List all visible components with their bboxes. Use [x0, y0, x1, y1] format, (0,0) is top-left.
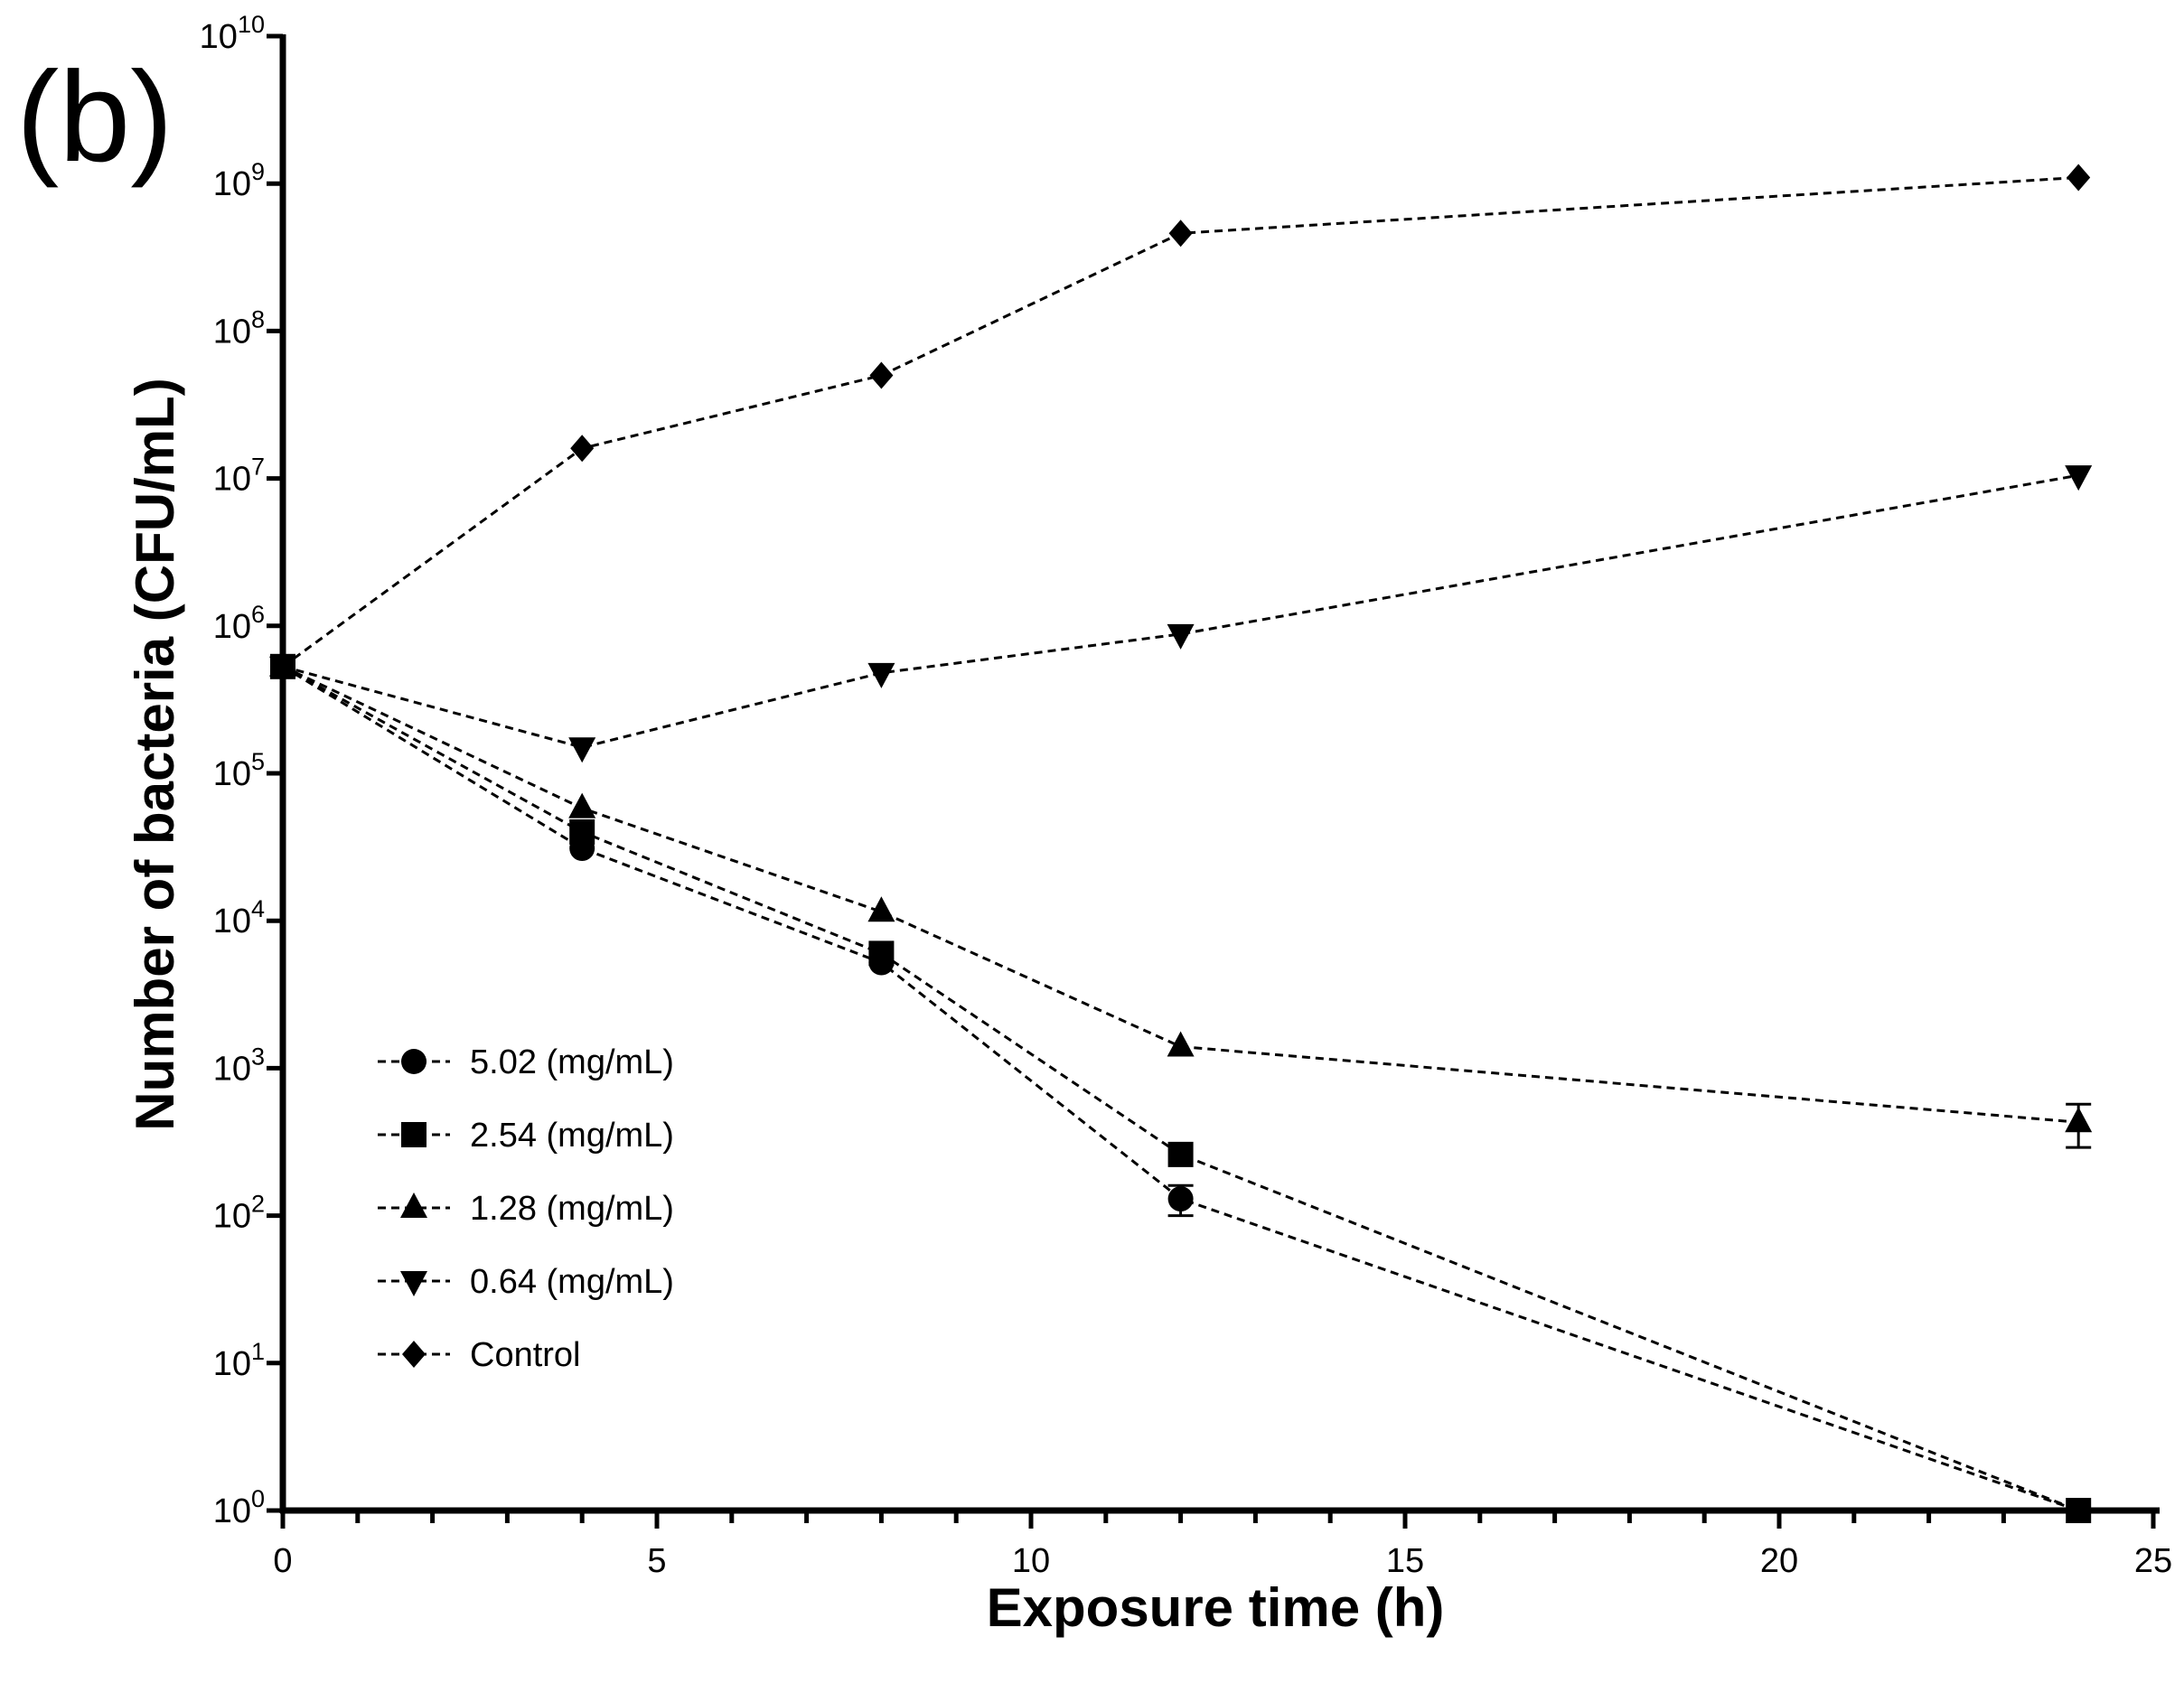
y-tick-label: 101 [213, 1338, 265, 1383]
series-group [269, 164, 2093, 1523]
y-tick-label: 1010 [200, 11, 265, 56]
legend-item: 0.64 (mg/mL) [378, 1263, 674, 1301]
legend-marker [402, 1341, 426, 1368]
legend-item: 2.54 (mg/mL) [378, 1117, 674, 1155]
data-point [1167, 1186, 1194, 1212]
legend-item: Control [378, 1336, 581, 1374]
legend-label: 5.02 (mg/mL) [470, 1043, 674, 1081]
y-tick-label: 106 [213, 601, 265, 646]
legend-marker [401, 1122, 426, 1147]
series-4 [271, 164, 2091, 680]
data-point [271, 652, 295, 680]
data-point [1168, 220, 1193, 248]
legend-marker [400, 1193, 427, 1218]
y-axis-title: Number of bacteria (CFU/mL) [125, 378, 185, 1130]
y-tick-label: 109 [213, 158, 265, 203]
x-tick-label: 20 [1760, 1542, 1798, 1580]
legend: 5.02 (mg/mL) 2.54 (mg/mL) 1.28 (mg/mL) 0.64… [378, 1043, 674, 1374]
series-line [282, 175, 2079, 669]
y-ticks: 100 101 102 103 104 105 106 107 108 109 1010 [200, 11, 283, 1530]
data-point [2066, 1498, 2092, 1523]
series-line [282, 665, 2079, 1512]
data-point [570, 435, 595, 463]
series-0 [270, 653, 2092, 1523]
legend-label: 1.28 (mg/mL) [470, 1190, 674, 1228]
y-tick-label: 102 [213, 1191, 265, 1236]
y-tick-label: 105 [213, 748, 265, 793]
series-3 [269, 465, 2093, 763]
data-point [1167, 1031, 1195, 1057]
series-line [282, 665, 2079, 1124]
y-tick-label: 100 [213, 1485, 265, 1530]
data-point [1167, 1141, 1194, 1167]
legend-label: Control [470, 1336, 581, 1374]
x-tick-label: 10 [1012, 1542, 1050, 1580]
legend-item: 1.28 (mg/mL) [378, 1190, 674, 1228]
data-point [867, 896, 895, 922]
x-tick-label: 0 [273, 1542, 292, 1580]
data-point [2065, 465, 2093, 491]
y-tick-label: 108 [213, 305, 265, 351]
data-point [569, 818, 595, 845]
x-tick-label: 15 [1386, 1542, 1424, 1580]
legend-marker [401, 1049, 426, 1074]
panel-label: (b) [16, 45, 173, 189]
data-point [2065, 1107, 2093, 1133]
y-tick-label: 104 [213, 895, 265, 940]
data-point [868, 940, 895, 967]
x-ticks: 0 5 10 15 20 25 [273, 1511, 2172, 1580]
x-tick-label: 25 [2134, 1542, 2172, 1580]
legend-label: 2.54 (mg/mL) [470, 1117, 674, 1155]
data-point [568, 737, 596, 763]
series-line [282, 665, 2079, 1512]
x-axis-title: Exposure time (h) [987, 1577, 1445, 1638]
y-tick-label: 103 [213, 1043, 265, 1088]
legend-label: 0.64 (mg/mL) [470, 1263, 674, 1301]
data-point [867, 662, 895, 688]
data-point [568, 792, 596, 818]
series-1 [270, 653, 2092, 1523]
legend-marker [400, 1271, 427, 1296]
data-point [2067, 164, 2091, 192]
data-point [1167, 623, 1195, 650]
y-tick-label: 107 [213, 454, 265, 499]
x-tick-label: 5 [647, 1542, 666, 1580]
series-line [282, 473, 2079, 749]
data-point [869, 361, 894, 389]
legend-item: 5.02 (mg/mL) [378, 1043, 674, 1081]
